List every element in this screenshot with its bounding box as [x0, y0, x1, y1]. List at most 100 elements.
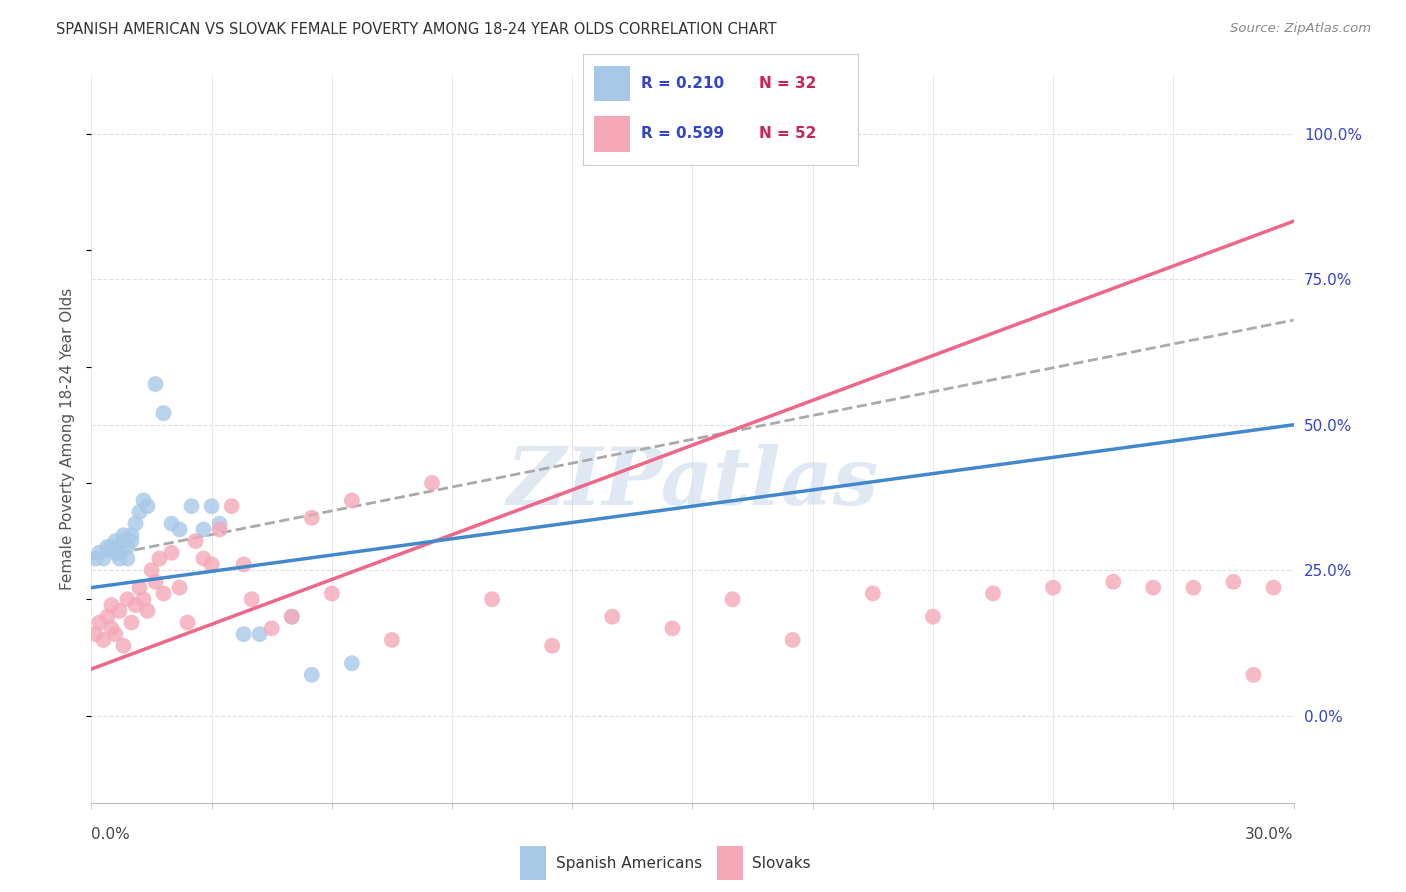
Point: [100, 621, 122, 635]
Point: [782, 632, 804, 647]
Point: [169, 523, 191, 537]
Point: [1102, 574, 1125, 589]
Point: [124, 516, 146, 531]
Point: [128, 581, 150, 595]
Point: [93, 632, 115, 647]
Point: [96, 609, 118, 624]
Point: [208, 516, 231, 531]
Point: [117, 551, 139, 566]
Point: [381, 632, 404, 647]
Point: [184, 534, 207, 549]
Point: [108, 604, 131, 618]
Point: [1263, 581, 1285, 595]
Point: [721, 592, 744, 607]
Point: [112, 528, 135, 542]
Y-axis label: Female Poverty Among 18-24 Year Olds: Female Poverty Among 18-24 Year Olds: [60, 288, 76, 591]
Point: [541, 639, 564, 653]
Point: [201, 499, 224, 513]
FancyBboxPatch shape: [520, 846, 546, 880]
Point: [340, 657, 363, 671]
Text: R = 0.210: R = 0.210: [641, 76, 724, 91]
Point: [108, 546, 131, 560]
Text: 0.0%: 0.0%: [91, 827, 131, 841]
Text: N = 52: N = 52: [759, 127, 817, 141]
Point: [121, 534, 143, 549]
Point: [602, 609, 624, 624]
Point: [141, 563, 163, 577]
Point: [1222, 574, 1244, 589]
Text: R = 0.599: R = 0.599: [641, 127, 724, 141]
Point: [176, 615, 198, 630]
Point: [136, 499, 159, 513]
Point: [132, 592, 155, 607]
Point: [981, 586, 1004, 600]
Point: [100, 598, 122, 612]
Point: [1243, 668, 1265, 682]
Point: [124, 598, 146, 612]
Point: [104, 534, 127, 549]
Point: [180, 499, 202, 513]
Point: [84, 551, 107, 566]
Point: [201, 558, 224, 572]
Point: [108, 551, 131, 566]
Point: [89, 546, 111, 560]
Point: [340, 493, 363, 508]
Point: [160, 516, 183, 531]
Point: [112, 639, 135, 653]
Point: [148, 551, 170, 566]
Point: [136, 604, 159, 618]
Point: [152, 586, 174, 600]
Point: [221, 499, 243, 513]
Point: [160, 546, 183, 560]
Point: [208, 523, 231, 537]
Point: [89, 615, 111, 630]
Point: [128, 505, 150, 519]
Point: [121, 528, 143, 542]
Point: [117, 592, 139, 607]
Point: [84, 627, 107, 641]
Text: Spanish Americans: Spanish Americans: [555, 855, 702, 871]
Point: [301, 668, 323, 682]
Point: [481, 592, 503, 607]
Text: N = 32: N = 32: [759, 76, 817, 91]
Point: [922, 609, 945, 624]
Text: Slovaks: Slovaks: [752, 855, 811, 871]
Point: [249, 627, 271, 641]
Text: SPANISH AMERICAN VS SLOVAK FEMALE POVERTY AMONG 18-24 YEAR OLDS CORRELATION CHAR: SPANISH AMERICAN VS SLOVAK FEMALE POVERT…: [56, 22, 778, 37]
FancyBboxPatch shape: [717, 846, 742, 880]
Point: [193, 523, 215, 537]
Point: [240, 592, 263, 607]
FancyBboxPatch shape: [595, 66, 630, 102]
Point: [152, 406, 174, 420]
Point: [661, 621, 683, 635]
Point: [281, 609, 304, 624]
Point: [1042, 581, 1064, 595]
Point: [169, 581, 191, 595]
Point: [232, 627, 254, 641]
Point: [104, 546, 127, 560]
Point: [145, 574, 167, 589]
Point: [232, 558, 254, 572]
Text: 30.0%: 30.0%: [1246, 827, 1294, 841]
Point: [301, 511, 323, 525]
Text: Source: ZipAtlas.com: Source: ZipAtlas.com: [1230, 22, 1371, 36]
Point: [1182, 581, 1205, 595]
Point: [104, 627, 127, 641]
Point: [862, 586, 884, 600]
FancyBboxPatch shape: [595, 116, 630, 152]
Point: [281, 609, 304, 624]
Point: [93, 551, 115, 566]
Point: [420, 475, 443, 490]
Point: [321, 586, 343, 600]
Point: [117, 540, 139, 554]
Text: ZIPatlas: ZIPatlas: [506, 444, 879, 522]
Point: [1142, 581, 1164, 595]
Point: [121, 615, 143, 630]
Point: [260, 621, 283, 635]
Point: [145, 377, 167, 392]
Point: [100, 540, 122, 554]
Point: [112, 534, 135, 549]
Point: [193, 551, 215, 566]
Point: [96, 540, 118, 554]
Point: [132, 493, 155, 508]
